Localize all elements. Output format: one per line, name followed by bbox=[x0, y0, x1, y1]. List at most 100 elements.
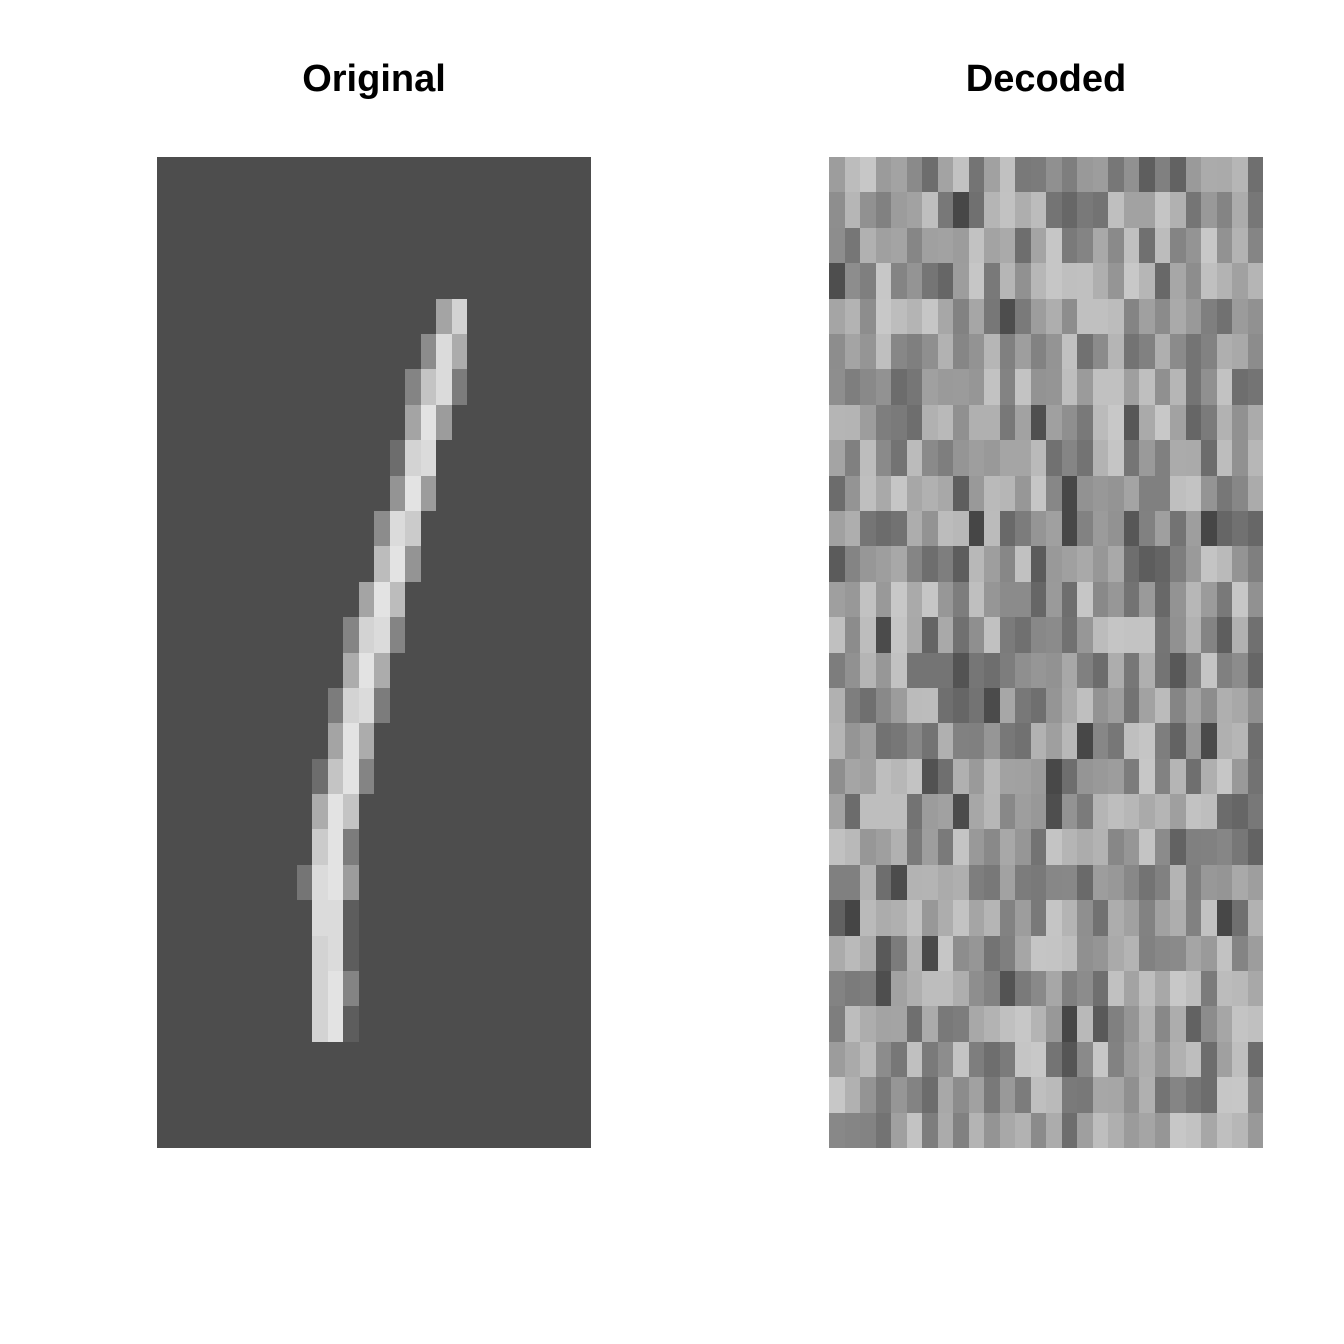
original-pixel-cell bbox=[560, 1006, 576, 1042]
original-pixel-cell bbox=[452, 263, 467, 299]
original-pixel-cell bbox=[467, 794, 483, 829]
decoded-pixel-cell bbox=[1124, 157, 1139, 192]
original-pixel-cell bbox=[188, 971, 204, 1006]
decoded-pixel-cell bbox=[969, 865, 984, 900]
original-pixel-cell bbox=[343, 829, 359, 865]
decoded-pixel-cell bbox=[1062, 1113, 1077, 1148]
decoded-pixel-cell bbox=[907, 440, 922, 476]
decoded-pixel-cell bbox=[1232, 228, 1248, 263]
original-pixel-cell bbox=[405, 653, 421, 688]
decoded-pixel-cell bbox=[1155, 192, 1170, 228]
decoded-pixel-cell bbox=[1062, 1077, 1077, 1113]
original-pixel-cell bbox=[250, 157, 266, 192]
decoded-pixel-cell bbox=[891, 582, 907, 617]
original-pixel-cell bbox=[328, 688, 343, 723]
decoded-pixel-cell bbox=[1108, 971, 1124, 1006]
decoded-pixel-cell bbox=[1217, 1006, 1232, 1042]
original-pixel-cell bbox=[514, 299, 529, 334]
original-pixel-cell bbox=[204, 511, 219, 546]
original-pixel-cell bbox=[467, 582, 483, 617]
decoded-pixel-cell bbox=[922, 440, 938, 476]
original-pixel-cell bbox=[343, 1006, 359, 1042]
decoded-pixel-cell bbox=[1217, 1077, 1232, 1113]
decoded-pixel-cell bbox=[1015, 1006, 1031, 1042]
original-pixel-cell bbox=[359, 759, 374, 794]
decoded-pixel-cell bbox=[1000, 723, 1015, 759]
decoded-pixel-cell bbox=[1108, 192, 1124, 228]
decoded-pixel-cell bbox=[1077, 405, 1093, 440]
decoded-pixel-cell bbox=[876, 263, 891, 299]
decoded-pixel-cell bbox=[1248, 157, 1263, 192]
original-pixel-cell bbox=[390, 405, 405, 440]
decoded-pixel-cell bbox=[1062, 688, 1077, 723]
decoded-pixel-cell bbox=[969, 794, 984, 829]
decoded-pixel-cell bbox=[938, 617, 953, 653]
original-pixel-cell bbox=[405, 1042, 421, 1077]
decoded-pixel-cell bbox=[1093, 759, 1108, 794]
original-pixel-cell bbox=[297, 582, 312, 617]
decoded-pixel-cell bbox=[1046, 440, 1062, 476]
decoded-pixel-cell bbox=[1108, 299, 1124, 334]
decoded-pixel-cell bbox=[1201, 263, 1217, 299]
decoded-pixel-cell bbox=[1108, 936, 1124, 971]
decoded-pixel-cell bbox=[1031, 511, 1046, 546]
decoded-pixel-cell bbox=[845, 1077, 860, 1113]
original-pixel-cell bbox=[297, 263, 312, 299]
original-pixel-cell bbox=[173, 334, 188, 369]
decoded-pixel-cell bbox=[1015, 440, 1031, 476]
original-pixel-cell bbox=[250, 511, 266, 546]
original-pixel-cell bbox=[173, 511, 188, 546]
decoded-pixel-cell bbox=[1062, 865, 1077, 900]
decoded-pixel-cell bbox=[860, 228, 876, 263]
decoded-pixel-cell bbox=[1170, 723, 1186, 759]
original-pixel-cell bbox=[188, 546, 204, 582]
decoded-pixel-cell bbox=[953, 1042, 969, 1077]
original-pixel-cell bbox=[204, 1042, 219, 1077]
original-pixel-cell bbox=[405, 688, 421, 723]
decoded-pixel-cell bbox=[1232, 829, 1248, 865]
original-pixel-cell bbox=[545, 723, 560, 759]
decoded-pixel-cell bbox=[1031, 582, 1046, 617]
original-pixel-cell bbox=[545, 653, 560, 688]
decoded-pixel-cell bbox=[829, 653, 845, 688]
original-pixel-cell bbox=[359, 546, 374, 582]
original-pixel-cell bbox=[281, 1113, 297, 1148]
original-pixel-cell bbox=[359, 794, 374, 829]
original-pixel-cell bbox=[312, 263, 328, 299]
original-pixel-cell bbox=[328, 617, 343, 653]
decoded-pixel-cell bbox=[1217, 263, 1232, 299]
decoded-pixel-cell bbox=[860, 759, 876, 794]
decoded-pixel-cell bbox=[876, 936, 891, 971]
decoded-pixel-cell bbox=[845, 723, 860, 759]
original-pixel-cell bbox=[219, 653, 235, 688]
decoded-pixel-cell bbox=[907, 334, 922, 369]
decoded-pixel-cell bbox=[922, 334, 938, 369]
decoded-pixel-cell bbox=[922, 582, 938, 617]
decoded-pixel-cell bbox=[1232, 1077, 1248, 1113]
decoded-pixel-cell bbox=[953, 971, 969, 1006]
original-pixel-cell bbox=[436, 582, 452, 617]
decoded-pixel-cell bbox=[1170, 192, 1186, 228]
decoded-pixel-cell bbox=[891, 759, 907, 794]
original-pixel-cell bbox=[312, 1077, 328, 1113]
decoded-pixel-cell bbox=[1000, 228, 1015, 263]
decoded-pixel-cell bbox=[1232, 476, 1248, 511]
original-pixel-cell bbox=[297, 617, 312, 653]
original-pixel-cell bbox=[390, 971, 405, 1006]
decoded-pixel-cell bbox=[1077, 688, 1093, 723]
decoded-pixel-cell bbox=[1124, 759, 1139, 794]
decoded-pixel-cell bbox=[1062, 900, 1077, 936]
original-pixel-cell bbox=[204, 369, 219, 405]
decoded-pixel-cell bbox=[1232, 971, 1248, 1006]
decoded-pixel-cell bbox=[1170, 334, 1186, 369]
decoded-pixel-cell bbox=[1248, 299, 1263, 334]
original-pixel-cell bbox=[483, 653, 498, 688]
decoded-pixel-cell bbox=[984, 334, 1000, 369]
original-pixel-cell bbox=[483, 405, 498, 440]
decoded-pixel-cell bbox=[1186, 900, 1201, 936]
decoded-pixel-cell bbox=[907, 759, 922, 794]
decoded-pixel-cell bbox=[1108, 865, 1124, 900]
original-pixel-cell bbox=[374, 1113, 390, 1148]
original-pixel-cell bbox=[498, 334, 514, 369]
original-pixel-cell bbox=[250, 794, 266, 829]
